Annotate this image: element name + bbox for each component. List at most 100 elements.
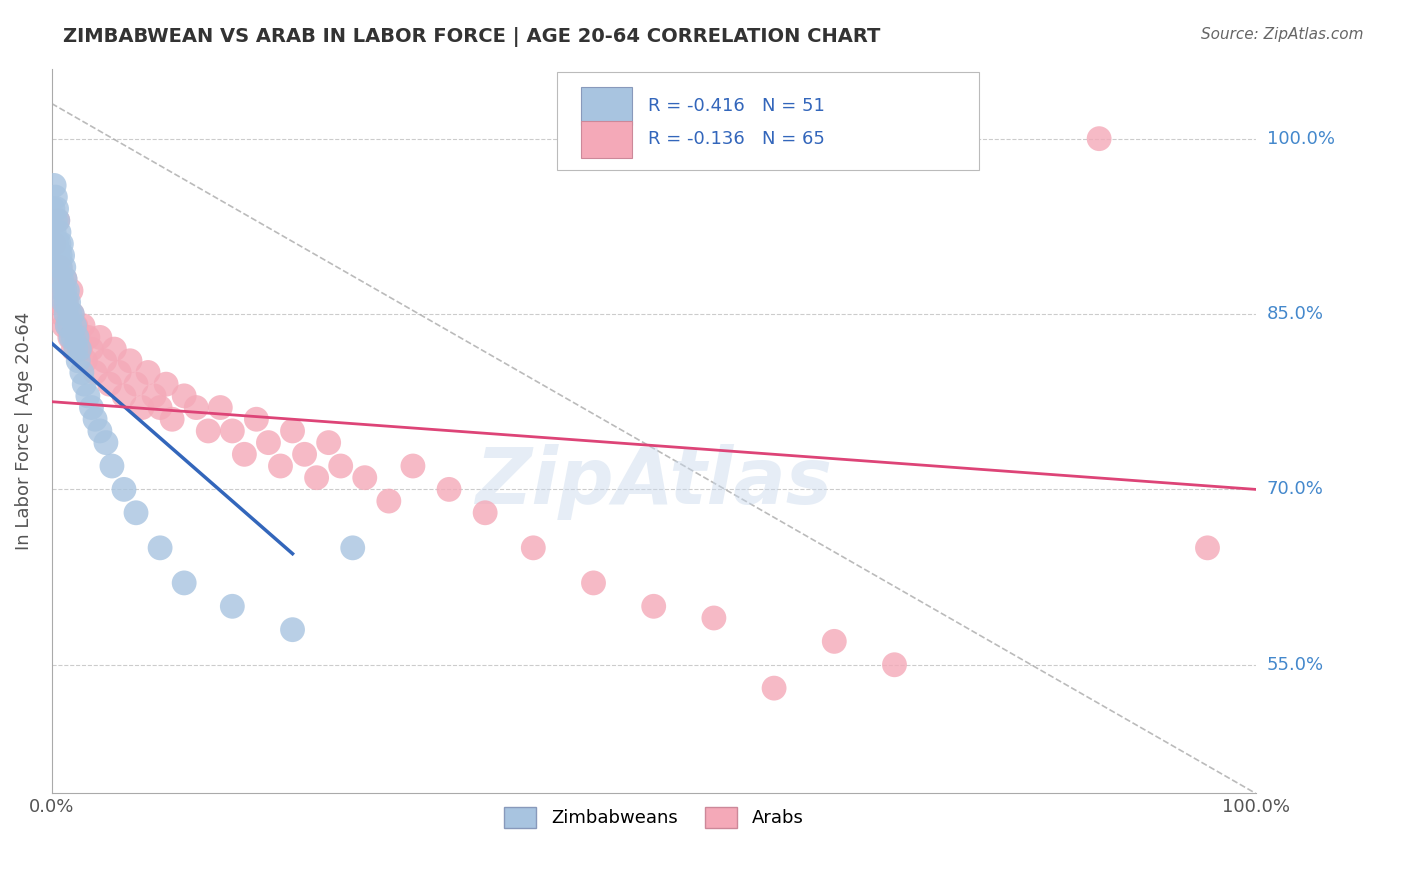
Point — [233, 447, 256, 461]
Point — [582, 575, 605, 590]
Point — [45, 202, 67, 216]
Point — [44, 178, 66, 193]
Point — [245, 412, 267, 426]
Point — [44, 190, 66, 204]
Point — [44, 213, 66, 227]
FancyBboxPatch shape — [582, 120, 633, 158]
Point — [342, 541, 364, 555]
Point — [48, 295, 70, 310]
Point — [437, 483, 460, 497]
Point — [48, 236, 70, 251]
Point — [60, 284, 83, 298]
Text: R = -0.416   N = 51: R = -0.416 N = 51 — [648, 97, 824, 115]
Point — [318, 435, 340, 450]
Point — [60, 307, 83, 321]
Point — [80, 401, 103, 415]
Point — [125, 377, 148, 392]
Point — [93, 353, 115, 368]
Point — [63, 318, 86, 333]
Point — [402, 458, 425, 473]
Point — [51, 236, 73, 251]
Text: R = -0.136   N = 65: R = -0.136 N = 65 — [648, 130, 824, 148]
Point — [186, 401, 208, 415]
Point — [143, 389, 166, 403]
Point — [221, 424, 243, 438]
Point — [52, 295, 75, 310]
Point — [65, 342, 87, 356]
Point — [378, 494, 401, 508]
Point — [281, 623, 304, 637]
Point — [76, 330, 98, 344]
Point — [160, 412, 183, 426]
Point — [125, 506, 148, 520]
Point — [329, 458, 352, 473]
Point — [197, 424, 219, 438]
Point — [52, 318, 75, 333]
Point — [89, 424, 111, 438]
Point — [103, 342, 125, 356]
Point — [75, 353, 97, 368]
Legend: Zimbabweans, Arabs: Zimbabweans, Arabs — [496, 800, 811, 835]
Point — [112, 389, 135, 403]
Point — [55, 307, 77, 321]
Point — [118, 353, 141, 368]
Point — [52, 284, 75, 298]
Point — [522, 541, 544, 555]
Point — [108, 366, 131, 380]
Point — [281, 424, 304, 438]
Point — [69, 342, 91, 356]
Point — [209, 401, 232, 415]
Point — [55, 295, 77, 310]
Point — [173, 575, 195, 590]
Text: ZipAtlas: ZipAtlas — [475, 443, 832, 520]
Point — [84, 412, 107, 426]
Point — [221, 599, 243, 614]
Point — [45, 236, 67, 251]
Point — [59, 307, 82, 321]
Point — [44, 236, 66, 251]
Point — [155, 377, 177, 392]
Text: ZIMBABWEAN VS ARAB IN LABOR FORCE | AGE 20-64 CORRELATION CHART: ZIMBABWEAN VS ARAB IN LABOR FORCE | AGE … — [63, 27, 880, 46]
Point — [269, 458, 291, 473]
Point — [70, 366, 93, 380]
FancyBboxPatch shape — [557, 72, 979, 170]
Point — [353, 471, 375, 485]
Point — [94, 435, 117, 450]
Point — [49, 260, 72, 275]
Point — [823, 634, 845, 648]
Point — [49, 260, 72, 275]
Point — [67, 353, 90, 368]
Text: 70.0%: 70.0% — [1267, 481, 1323, 499]
Text: 100.0%: 100.0% — [1267, 129, 1334, 148]
Point — [49, 249, 72, 263]
Point — [643, 599, 665, 614]
Point — [73, 377, 96, 392]
FancyBboxPatch shape — [582, 87, 633, 125]
Point — [51, 307, 73, 321]
Point — [56, 318, 79, 333]
Point — [257, 435, 280, 450]
Point — [1088, 131, 1111, 145]
Point — [53, 284, 76, 298]
Point — [136, 366, 159, 380]
Point — [80, 342, 103, 356]
Point — [52, 284, 75, 298]
Y-axis label: In Labor Force | Age 20-64: In Labor Force | Age 20-64 — [15, 312, 32, 550]
Point — [59, 318, 82, 333]
Point — [48, 225, 70, 239]
Point — [84, 366, 107, 380]
Point — [131, 401, 153, 415]
Point — [58, 295, 80, 310]
Point — [76, 389, 98, 403]
Point — [66, 330, 89, 344]
Point — [98, 377, 121, 392]
Point — [149, 401, 172, 415]
Point — [72, 318, 94, 333]
Point — [62, 342, 84, 356]
Point — [173, 389, 195, 403]
Point — [59, 330, 82, 344]
Point — [67, 330, 90, 344]
Point — [474, 506, 496, 520]
Point — [294, 447, 316, 461]
Text: Source: ZipAtlas.com: Source: ZipAtlas.com — [1201, 27, 1364, 42]
